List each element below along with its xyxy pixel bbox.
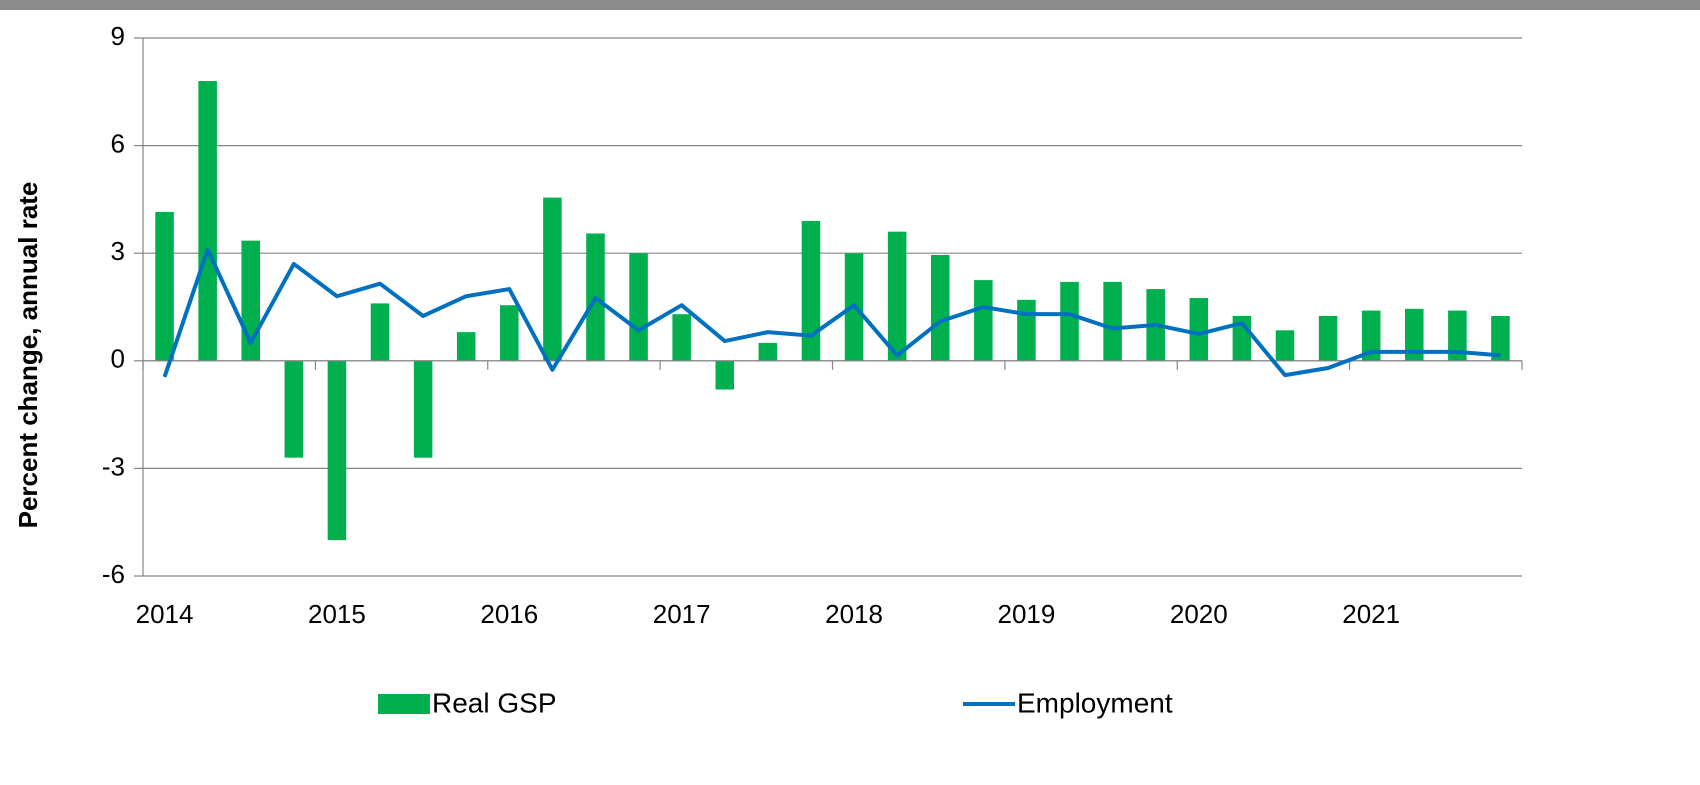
bar (629, 253, 648, 361)
bar (1491, 315, 1510, 361)
bar (413, 360, 433, 458)
bar (801, 220, 821, 361)
bar (1189, 298, 1209, 361)
x-tick-label: 2018 (825, 599, 883, 629)
bar (1448, 310, 1467, 361)
bar (327, 360, 347, 541)
bar (758, 342, 778, 361)
y-tick-label: 6 (111, 128, 125, 158)
bar (370, 303, 390, 361)
bar (500, 305, 519, 361)
y-tick-label: -3 (102, 451, 125, 481)
legend-swatch (378, 694, 430, 714)
bar (1275, 330, 1295, 361)
x-tick-label: 2019 (998, 599, 1056, 629)
bar (284, 360, 304, 458)
legend-label: Employment (1017, 687, 1173, 718)
bar (155, 211, 174, 361)
x-tick-label: 2015 (308, 599, 366, 629)
line (162, 247, 1501, 378)
x-tick-label: 2021 (1342, 599, 1400, 629)
bar (715, 360, 735, 390)
bar (1103, 281, 1122, 361)
bar (1361, 310, 1381, 361)
bar (930, 254, 950, 361)
y-tick-label: -6 (102, 559, 125, 589)
bar (198, 81, 217, 361)
y-tick-label: 9 (111, 21, 125, 51)
y-axis-label: Percent change, annual rate (13, 182, 43, 529)
bar (1060, 281, 1079, 361)
bar (456, 332, 476, 361)
bar (672, 314, 691, 361)
legend-label: Real GSP (432, 687, 557, 718)
bar (974, 280, 993, 361)
top-strip (0, 0, 1700, 10)
y-tick-label: 3 (111, 236, 125, 266)
x-tick-label: 2016 (480, 599, 538, 629)
x-tick-label: 2020 (1170, 599, 1228, 629)
bar (887, 231, 907, 361)
x-tick-label: 2014 (136, 599, 194, 629)
bar (1017, 299, 1036, 361)
bar (1405, 308, 1424, 361)
bar (1318, 315, 1338, 361)
bar (543, 197, 562, 361)
x-tick-label: 2017 (653, 599, 711, 629)
y-tick-label: 0 (111, 344, 125, 374)
